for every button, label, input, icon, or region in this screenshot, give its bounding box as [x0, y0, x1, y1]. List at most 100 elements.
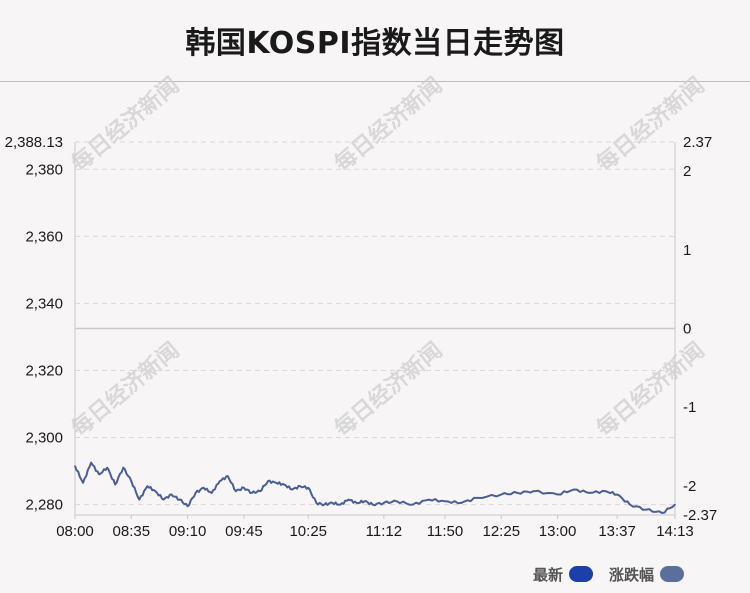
x-tick-label: 09:10 — [169, 523, 207, 540]
legend-swatch-latest[interactable] — [568, 566, 593, 582]
series-layer — [74, 461, 676, 514]
x-tick-label: 11:12 — [366, 523, 402, 540]
left-axis-ticks: 2,388.13 2,380 2,360 2,340 2,320 2,300 2,280 — [5, 134, 63, 514]
x-tick-label: 14:13 — [656, 523, 694, 540]
data-point — [383, 502, 385, 504]
data-point — [355, 502, 358, 504]
x-tick-label: 12:25 — [483, 523, 521, 540]
data-point — [154, 490, 157, 492]
data-point — [170, 493, 173, 496]
data-point — [235, 490, 237, 492]
data-point — [323, 503, 326, 506]
data-point — [605, 490, 607, 492]
data-point — [629, 503, 631, 506]
data-point — [186, 505, 189, 508]
data-point — [210, 492, 213, 494]
data-point — [363, 500, 366, 503]
data-point — [661, 512, 663, 514]
series-line-latest — [74, 461, 676, 514]
watermark-text: 每日经济新闻 — [67, 72, 185, 177]
data-point — [460, 502, 462, 504]
data-point — [114, 483, 117, 486]
data-point — [275, 482, 277, 484]
x-tick-label: 08:35 — [113, 523, 151, 540]
data-point — [339, 503, 342, 506]
data-point — [146, 485, 149, 487]
data-point — [291, 488, 293, 491]
data-point — [572, 488, 575, 491]
chart-title: 韩国KOSPI指数当日走势图 — [185, 26, 565, 61]
data-point — [178, 498, 181, 501]
data-point — [90, 461, 92, 464]
data-point — [307, 487, 310, 489]
data-point — [283, 483, 285, 486]
x-tick-label: 11:50 — [427, 523, 463, 540]
title-divider — [0, 81, 750, 82]
data-point — [122, 466, 125, 469]
left-tick-label: 2,300 — [25, 430, 63, 447]
watermark-text: 每日经济新闻 — [592, 337, 710, 442]
left-tick-label: 2,360 — [25, 228, 63, 245]
data-point — [645, 508, 647, 511]
left-tick-label: 2,340 — [25, 295, 63, 312]
legend-swatch-change[interactable] — [660, 566, 684, 582]
data-point — [476, 497, 478, 499]
data-point — [138, 498, 141, 501]
grid-lines — [75, 141, 675, 506]
data-point — [674, 503, 676, 506]
data-point — [556, 493, 559, 496]
data-point — [74, 465, 76, 467]
data-point — [218, 480, 221, 482]
right-tick-label: 1 — [683, 242, 691, 259]
watermark-text: 每日经济新闻 — [592, 72, 710, 177]
right-tick-label: -1 — [683, 399, 696, 416]
data-point — [98, 473, 100, 476]
legend-label-change: 涨跌幅 — [608, 565, 654, 584]
data-point — [331, 502, 334, 504]
data-point — [395, 500, 398, 503]
data-point — [130, 480, 133, 482]
left-tick-label: 2,320 — [25, 362, 63, 379]
data-point — [202, 487, 205, 489]
data-point — [162, 498, 165, 501]
data-point — [532, 490, 535, 492]
data-point — [588, 492, 591, 494]
x-tick-label: 13:00 — [539, 523, 577, 540]
data-point — [516, 492, 519, 494]
data-point — [616, 493, 618, 496]
data-point — [251, 492, 253, 494]
right-axis-ticks: 2.37 2 1 0 -1 -2 -2.37 — [683, 134, 717, 524]
right-tick-label: 2 — [683, 163, 691, 180]
left-tick-label: 2,388.13 — [5, 134, 63, 151]
legend-label-latest: 最新 — [532, 565, 563, 584]
data-point — [106, 466, 108, 469]
data-point — [371, 503, 374, 506]
left-tick-label: 2,280 — [25, 497, 63, 514]
left-tick-label: 2,380 — [25, 161, 63, 178]
data-point — [267, 480, 269, 482]
data-point — [500, 493, 503, 496]
data-point — [412, 503, 414, 506]
data-point — [194, 492, 197, 494]
watermark-text: 每日经济新闻 — [330, 72, 448, 177]
x-axis-ticks: 08:00 08:35 09:10 09:45 10:25 11:12 11:50 12:25… — [56, 515, 694, 540]
x-tick-label: 08:00 — [56, 523, 94, 540]
watermark-text: 每日经济新闻 — [67, 337, 185, 442]
watermark-text: 每日经济新闻 — [330, 337, 448, 442]
data-point — [444, 500, 446, 503]
x-tick-label: 10:25 — [289, 523, 327, 540]
right-tick-label: 2.37 — [683, 134, 712, 151]
right-tick-label: -2.37 — [683, 507, 717, 524]
right-tick-label: -2 — [683, 478, 696, 495]
data-point — [259, 490, 261, 492]
right-tick-label: 0 — [683, 321, 691, 338]
x-tick-label: 09:45 — [225, 523, 263, 540]
x-tick-label: 13:37 — [598, 523, 636, 540]
data-point — [347, 498, 350, 501]
legend: 最新 涨跌幅 — [533, 564, 684, 584]
data-point — [243, 487, 245, 489]
data-point — [299, 485, 302, 487]
data-point — [428, 498, 430, 501]
data-point — [227, 475, 229, 477]
